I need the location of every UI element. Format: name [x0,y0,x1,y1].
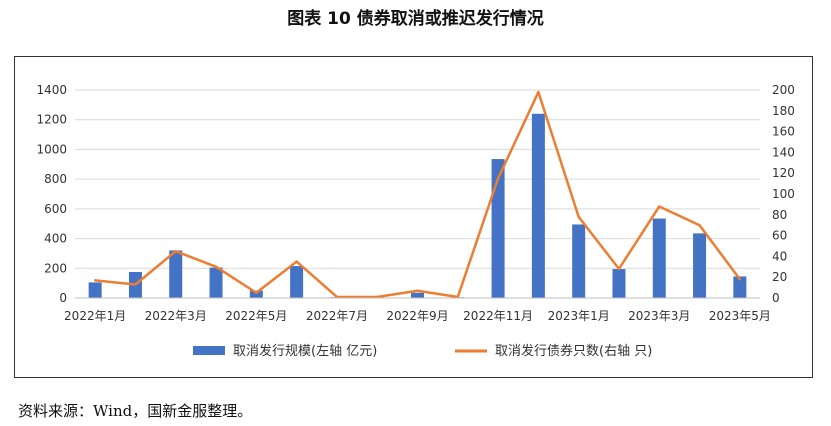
y-right-tick-label: 0 [772,291,780,305]
bar [88,282,102,298]
y-left-tick-label: 0 [59,291,67,305]
grid-lines [75,89,760,269]
line-point [617,267,621,271]
y-left-tick-label: 1400 [36,83,67,97]
bar [652,218,666,298]
x-tick-label: 2022年9月 [386,309,448,323]
line-point [295,260,298,263]
line-point [537,90,540,94]
line-series [93,90,742,299]
y-left-tick-label: 1000 [36,142,67,156]
y-right-tick-label: 140 [772,145,795,159]
bar [209,267,223,298]
y-left-tick-label: 600 [44,202,67,216]
y-right-tick-label: 200 [772,83,795,97]
line-point [577,215,580,219]
combo-chart: 0 200 400 600 800 1000 1200 1400 0 20 40 60 80 100 120… [36,83,794,359]
x-tick-label: 2023年3月 [628,309,690,323]
line-point [93,279,97,282]
y-left-tick-label: 1200 [36,113,67,127]
legend-swatch-bar [193,346,225,355]
source-note: 资料来源：Wind，国新金服整理。 [18,402,253,420]
bar [491,159,505,298]
line-point [416,289,419,292]
bar [572,224,586,298]
x-tick-label: 2022年1月 [64,309,126,323]
line-point [255,291,258,294]
y-right-tick-label: 40 [772,249,787,263]
y-right-tick-label: 180 [772,104,795,118]
bar [693,233,707,298]
series-line [95,90,741,299]
x-tick-label: 2022年3月 [145,309,207,323]
x-tick-label: 2022年5月 [225,309,287,323]
bar [531,113,545,298]
bar [411,292,424,298]
y-left-tick-label: 400 [44,232,67,246]
line-point [214,265,218,268]
bar-series [88,113,747,298]
legend: 取消发行规模(左轴 亿元) 取消发行债券只数(右轴 只) [193,343,652,359]
y-left-tick-label: 200 [44,261,67,275]
chart-frame: 0 200 400 600 800 1000 1200 1400 0 20 40 60 80 100 120… [14,56,813,378]
line-point [698,224,701,227]
y-right-tick-label: 60 [772,229,787,243]
x-tick-label: 2022年7月 [306,309,368,323]
y-left-tick-label: 800 [44,172,67,186]
axes: 0 200 400 600 800 1000 1200 1400 0 20 40 60 80 100 120… [36,83,794,323]
x-tick-label: 2023年1月 [548,309,610,323]
bar [169,250,183,298]
y-right-tick-label: 120 [772,166,795,180]
line-point [134,283,137,286]
bar [612,269,626,298]
line-point [658,205,661,208]
bar [733,276,747,298]
x-tick-label: 2022年11月 [463,309,533,323]
y-right-tick-label: 20 [772,270,787,284]
bar [249,290,263,298]
y-right-tick-label: 80 [772,208,787,222]
line-point [496,177,500,180]
line-point [738,278,742,281]
line-point [174,250,177,253]
y-right-tick-label: 160 [772,125,795,139]
legend-label-bar: 取消发行规模(左轴 亿元) [233,343,377,359]
bar [290,266,304,298]
x-tick-label: 2023年5月 [709,309,771,323]
y-right-tick-label: 100 [772,187,795,201]
chart-title: 图表 10 债券取消或推迟发行情况 [287,9,544,29]
legend-label-line: 取消发行债券只数(右轴 只) [495,343,652,359]
